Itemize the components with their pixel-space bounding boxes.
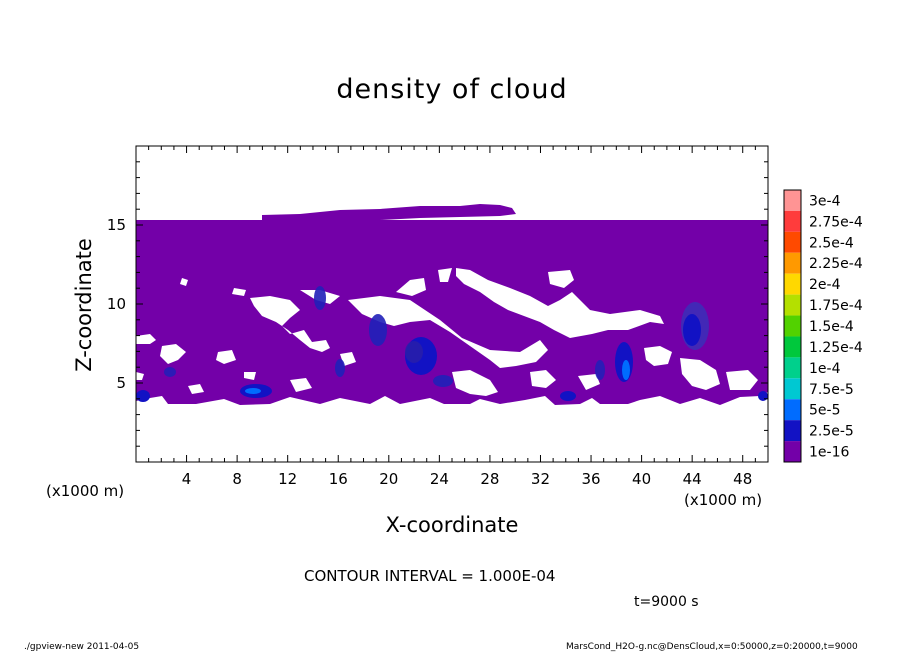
colorbar-label: 1.25e-4: [809, 340, 863, 356]
colorbar-swatch: [784, 357, 801, 379]
colorbar-swatch: [784, 252, 801, 274]
colorbar-swatch: [784, 190, 801, 211]
x-axis: 4 8 12 16 20 24 28 32 36 40 44 48: [148, 146, 756, 488]
x-tick-label: 12: [278, 470, 297, 488]
y-axis-unit: (x1000 m): [46, 482, 125, 500]
colorbar-label: 3e-4: [809, 193, 841, 209]
contour-interval: CONTOUR INTERVAL = 1.000E-04: [304, 567, 556, 585]
cloud-density-field: [136, 204, 768, 405]
y-axis-label: Z-coordinate: [72, 238, 96, 372]
colorbar-swatch: [784, 378, 801, 400]
colorbar-swatch: [784, 231, 801, 253]
y-tick-label: 10: [107, 295, 126, 313]
x-tick-label: 48: [733, 470, 752, 488]
y-tick-label: 15: [107, 216, 126, 234]
x-axis-label: X-coordinate: [0, 513, 904, 537]
density-cores: [136, 286, 768, 402]
colorbar-swatch: [784, 399, 801, 421]
colorbar-label: 1.5e-4: [809, 319, 854, 335]
colorbar-label: 1e-16: [809, 445, 849, 461]
colorbar: 3e-4 2.75e-4 2.5e-4 2.25e-4 2e-4 1.75e-4 1.5e-…: [783, 189, 863, 463]
colorbar-label: 1e-4: [809, 361, 841, 377]
y-tick-label: 5: [116, 374, 126, 392]
x-axis-unit: (x1000 m): [684, 491, 763, 509]
cloud-gaps: [136, 268, 758, 396]
x-tick-label: 40: [632, 470, 651, 488]
time-label: t=9000 s: [634, 594, 699, 610]
x-tick-label: 16: [329, 470, 348, 488]
x-tick-label: 4: [182, 470, 192, 488]
colorbar-swatch: [784, 420, 801, 442]
colorbar-label: 7.5e-5: [809, 382, 854, 398]
colorbar-label: 1.75e-4: [809, 298, 863, 314]
y-axis: 5 10 15: [107, 161, 768, 447]
colorbar-label: 2.5e-4: [809, 235, 854, 251]
colorbar-frame: [783, 189, 802, 463]
colorbar-swatch: [784, 273, 801, 295]
colorbar-label: 2.5e-5: [809, 424, 854, 440]
footer-right: MarsCond_H2O-g.nc@DensCloud,x=0:50000,z=…: [566, 642, 858, 652]
x-tick-label: 32: [531, 470, 550, 488]
colorbar-swatch: [784, 294, 801, 316]
x-axis-label-text: X-coordinate: [385, 513, 519, 537]
colorbar-swatch: [784, 315, 801, 337]
x-tick-label: 8: [232, 470, 242, 488]
colorbar-swatch: [784, 210, 801, 232]
colorbar-label: 2e-4: [809, 277, 841, 293]
footer-left: ./gpview-new 2011-04-05: [24, 642, 140, 652]
colorbar-label: 2.75e-4: [809, 214, 863, 230]
cloud-body: [136, 220, 768, 405]
colorbar-label: 5e-5: [809, 403, 840, 419]
colorbar-label: 2.25e-4: [809, 256, 863, 272]
colorbar-swatch: [784, 336, 801, 358]
x-tick-label: 20: [379, 470, 398, 488]
x-tick-label: 44: [683, 470, 702, 488]
colorbar-swatch: [784, 441, 801, 462]
chart-title: density of cloud: [336, 74, 568, 105]
x-tick-label: 28: [480, 470, 499, 488]
x-tick-label: 36: [581, 470, 600, 488]
x-tick-label: 24: [430, 470, 449, 488]
